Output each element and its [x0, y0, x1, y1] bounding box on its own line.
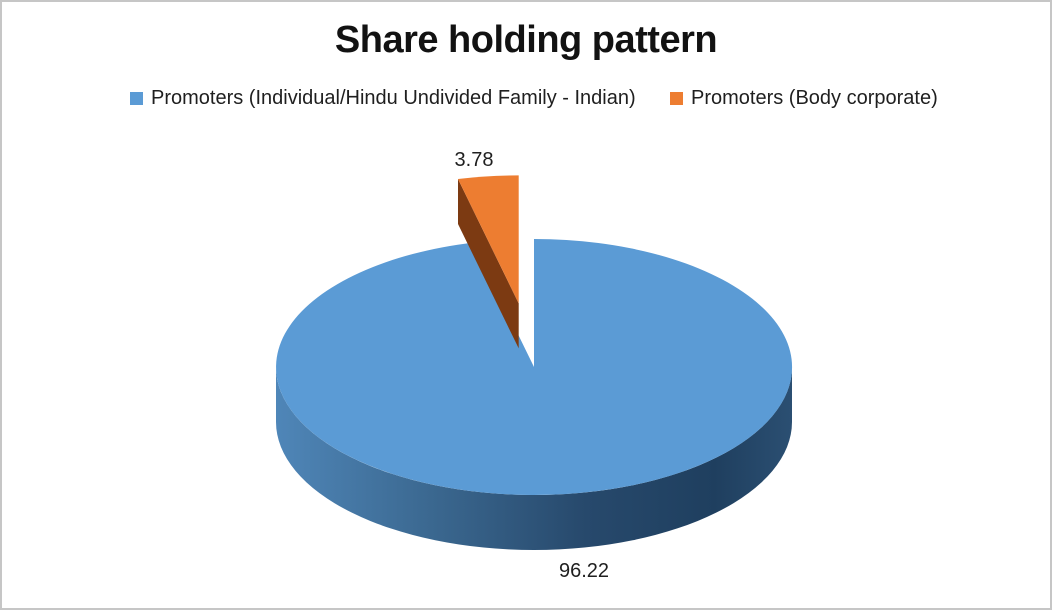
legend-marker-orange-icon	[670, 91, 683, 105]
pie-side-blue	[276, 367, 792, 550]
chart-title: Share holding pattern	[334, 19, 718, 61]
legend-item-promoters-body-corporate: Promoters (Body corporate)	[670, 86, 938, 110]
legend-label: Promoters (Body corporate)	[691, 86, 938, 109]
data-label-individual: 96.22	[558, 560, 610, 582]
legend-label: Promoters (Individual/Hindu Undivided Fa…	[151, 86, 636, 109]
pie-side-orange	[458, 179, 519, 349]
pie-slice-promoters-body-corporate	[458, 175, 519, 304]
pie-slice-promoters-individual	[276, 239, 793, 496]
data-label-body-corporate: 3.78	[454, 149, 494, 171]
legend-item-promoters-individual: Promoters (Individual/Hindu Undivided Fa…	[130, 86, 636, 110]
legend-marker-blue-icon	[130, 91, 143, 105]
